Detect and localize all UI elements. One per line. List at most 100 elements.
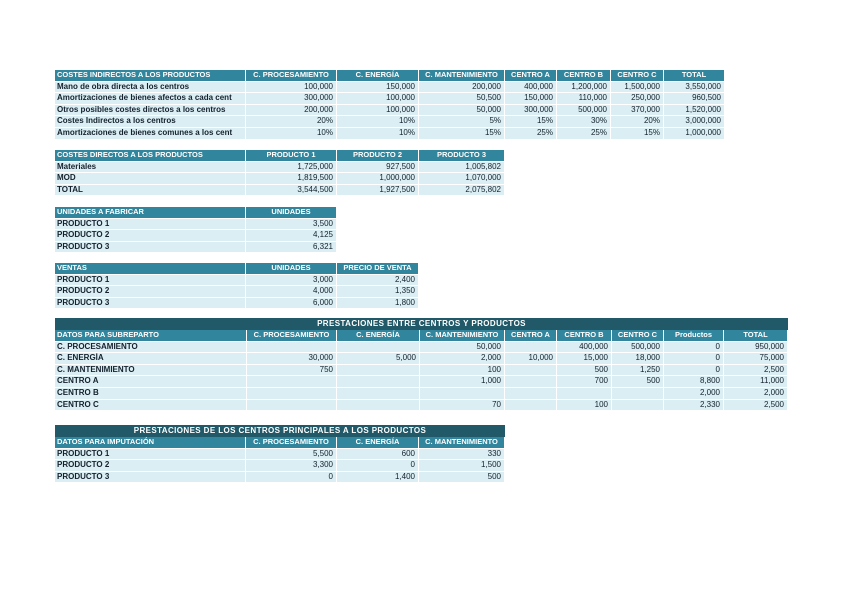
column-header: C. MANTENIMIENTO [420, 330, 505, 342]
table-row: PRODUCTO 1 3,500 [55, 218, 337, 231]
value-cell: 15% [611, 127, 664, 140]
value-cell: 1,350 [337, 286, 419, 298]
value-cell: 0 [337, 460, 419, 472]
value-cell: 400,000 [557, 341, 612, 354]
table-row: C. PROCESAMIENTO 50,000 400,000 500,000 0 950… [55, 341, 788, 354]
value-cell: 3,544,500 [246, 184, 337, 197]
value-cell: 10% [337, 116, 419, 128]
row-label: PRODUCTO 1 [55, 274, 246, 287]
value-cell: 100 [420, 364, 505, 377]
value-cell: 6,321 [246, 241, 337, 254]
column-header: Productos [664, 330, 724, 342]
table-row: PRODUCTO 2 4,000 1,350 [55, 286, 419, 298]
table-title-cell: COSTES INDIRECTOS A LOS PRODUCTOS [55, 70, 246, 82]
value-cell: 25% [557, 127, 611, 140]
value-cell: 1,000,000 [337, 173, 419, 185]
row-label: CENTRO A [55, 376, 247, 388]
value-cell: 1,400 [337, 471, 419, 484]
value-cell: 1,819,500 [246, 173, 337, 185]
value-cell: 110,000 [557, 93, 611, 105]
value-cell: 3,000 [246, 274, 337, 287]
row-label: TOTAL [55, 184, 246, 197]
value-cell: 5,000 [337, 353, 420, 365]
value-cell: 500 [557, 364, 612, 377]
value-cell: 300,000 [246, 93, 337, 105]
value-cell: 100,000 [246, 81, 337, 94]
value-cell: 50,500 [419, 93, 505, 105]
costes-directos-table: COSTES DIRECTOS A LOS PRODUCTOS PRODUCTO… [55, 150, 505, 197]
value-cell: 3,550,000 [664, 81, 725, 94]
value-cell: 4,000 [246, 286, 337, 298]
prestaciones-centros-table: PRESTACIONES ENTRE CENTROS Y PRODUCTOS D… [55, 318, 788, 412]
table-row: PRODUCTO 1 3,000 2,400 [55, 274, 419, 287]
table-row: PRODUCTO 3 0 1,400 500 [55, 471, 505, 484]
value-cell: 1,250 [612, 364, 664, 377]
value-cell: 200,000 [419, 81, 505, 94]
column-header: CENTRO B [557, 70, 611, 82]
row-label: Amortizaciones de bienes afectos a cada … [55, 93, 246, 105]
row-label: PRODUCTO 3 [55, 471, 246, 484]
value-cell: 20% [246, 116, 337, 128]
column-header: TOTAL [664, 70, 725, 82]
value-cell: 150,000 [505, 93, 557, 105]
value-cell: 50,000 [419, 104, 505, 117]
value-cell: 2,000 [420, 353, 505, 365]
column-header: CENTRO C [611, 70, 664, 82]
value-cell: 500 [419, 471, 505, 484]
table-row: TOTAL 3,544,500 1,927,500 2,075,802 [55, 184, 505, 197]
value-cell [505, 341, 557, 354]
value-cell [505, 364, 557, 377]
value-cell: 3,500 [246, 218, 337, 231]
row-label: PRODUCTO 1 [55, 448, 246, 461]
row-label: C. MANTENIMIENTO [55, 364, 247, 377]
value-cell: 0 [664, 341, 724, 354]
value-cell [557, 387, 612, 400]
column-header: C. MANTENIMIENTO [419, 437, 505, 449]
row-label: MOD [55, 173, 246, 185]
value-cell: 2,400 [337, 274, 419, 287]
column-header: CENTRO C [612, 330, 664, 342]
value-cell: 330 [419, 448, 505, 461]
value-cell: 100,000 [337, 93, 419, 105]
ventas-table: VENTAS UNIDADES PRECIO DE VENTA PRODUCTO… [55, 263, 419, 310]
value-cell: 11,000 [724, 376, 788, 388]
column-header: C. ENERGÍA [337, 70, 419, 82]
column-header: C. ENERGÍA [337, 437, 419, 449]
table-row: PRODUCTO 2 4,125 [55, 230, 337, 242]
table-banner: PRESTACIONES DE LOS CENTROS PRINCIPALES … [55, 425, 505, 437]
value-cell: 15% [419, 127, 505, 140]
table-row: PRODUCTO 3 6,321 [55, 241, 337, 254]
value-cell: 960,500 [664, 93, 725, 105]
table-row: Otros posibles costes directos a los cen… [55, 104, 725, 117]
value-cell: 2,500 [724, 399, 788, 412]
value-cell: 8,800 [664, 376, 724, 388]
value-cell [337, 387, 420, 400]
value-cell: 5% [419, 116, 505, 128]
table-row: Amortizaciones de bienes afectos a cada … [55, 93, 725, 105]
row-label: PRODUCTO 3 [55, 297, 246, 310]
column-header: C. ENERGÍA [337, 330, 420, 342]
table-row: Mano de obra directa a los centros 100,00… [55, 81, 725, 94]
column-header: C. PROCESAMIENTO [246, 70, 337, 82]
value-cell [247, 376, 337, 388]
header-row: DATOS PARA IMPUTACIÓN C. PROCESAMIENTO C… [55, 437, 505, 449]
value-cell: 500,000 [557, 104, 611, 117]
value-cell: 1,725,000 [246, 161, 337, 174]
row-label: PRODUCTO 3 [55, 241, 246, 254]
value-cell: 3,000,000 [664, 116, 725, 128]
value-cell: 2,075,802 [419, 184, 505, 197]
table-row: C. ENERGÍA 30,000 5,000 2,000 10,000 15,000 18… [55, 353, 788, 365]
header-row: DATOS PARA SUBREPARTO C. PROCESAMIENTO C… [55, 330, 788, 342]
value-cell: 50,000 [420, 341, 505, 354]
value-cell: 30% [557, 116, 611, 128]
value-cell: 2,500 [724, 364, 788, 377]
value-cell: 1,000,000 [664, 127, 725, 140]
value-cell: 20% [611, 116, 664, 128]
value-cell [247, 387, 337, 400]
column-header: PRODUCTO 2 [337, 150, 419, 162]
table-banner: PRESTACIONES ENTRE CENTROS Y PRODUCTOS [55, 318, 788, 330]
value-cell: 15% [505, 116, 557, 128]
value-cell: 400,000 [505, 81, 557, 94]
row-label: Otros posibles costes directos a los cen… [55, 104, 246, 117]
